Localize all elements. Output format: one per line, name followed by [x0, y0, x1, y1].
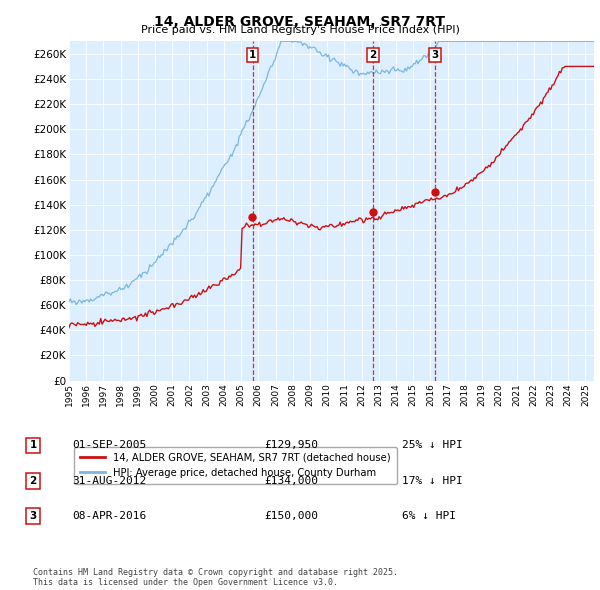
Text: £134,000: £134,000: [264, 476, 318, 486]
Text: £129,950: £129,950: [264, 441, 318, 450]
Text: Contains HM Land Registry data © Crown copyright and database right 2025.
This d: Contains HM Land Registry data © Crown c…: [33, 568, 398, 587]
Text: 08-APR-2016: 08-APR-2016: [72, 512, 146, 521]
Text: 2: 2: [29, 476, 37, 486]
Text: Price paid vs. HM Land Registry's House Price Index (HPI): Price paid vs. HM Land Registry's House …: [140, 25, 460, 35]
Legend: 14, ALDER GROVE, SEAHAM, SR7 7RT (detached house), HPI: Average price, detached : 14, ALDER GROVE, SEAHAM, SR7 7RT (detach…: [74, 447, 397, 484]
Text: 31-AUG-2012: 31-AUG-2012: [72, 476, 146, 486]
Text: 3: 3: [431, 50, 439, 60]
Text: 2: 2: [370, 50, 377, 60]
Text: 14, ALDER GROVE, SEAHAM, SR7 7RT: 14, ALDER GROVE, SEAHAM, SR7 7RT: [155, 15, 445, 29]
Text: 1: 1: [29, 441, 37, 450]
Text: £150,000: £150,000: [264, 512, 318, 521]
Text: 25% ↓ HPI: 25% ↓ HPI: [402, 441, 463, 450]
Text: 01-SEP-2005: 01-SEP-2005: [72, 441, 146, 450]
Text: 3: 3: [29, 512, 37, 521]
Text: 17% ↓ HPI: 17% ↓ HPI: [402, 476, 463, 486]
Text: 6% ↓ HPI: 6% ↓ HPI: [402, 512, 456, 521]
Text: 1: 1: [249, 50, 256, 60]
